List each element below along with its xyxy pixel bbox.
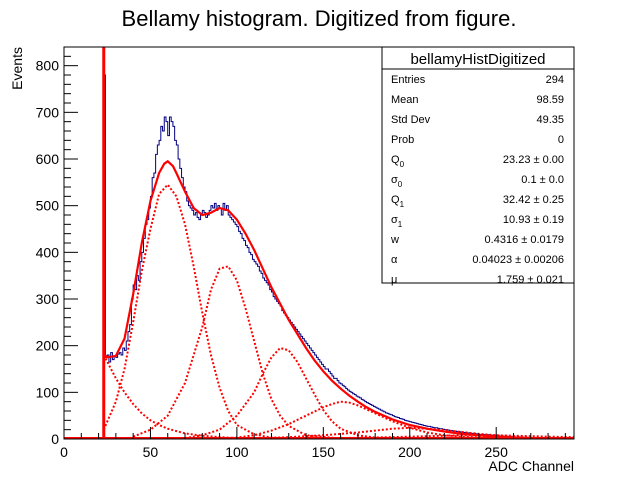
x-axis: 0 50 100 150 200 250 [60,427,566,460]
stats-row-label: Prob [391,134,414,146]
stats-row-value: 98.59 [536,94,564,106]
stats-box: bellamyHistDigitized Entries 294 Mean 98.59… [381,46,575,286]
fit-component-curve-3 [132,265,574,439]
y-tick-label: 300 [36,291,60,307]
fit-component-curve-1 [102,354,574,439]
y-tick-label: 800 [36,58,60,74]
stats-row-value: 0.04023 ± 0.00206 [472,254,564,266]
stats-row-label: w [390,234,399,246]
x-tick-label: 200 [398,444,422,460]
stats-row-value: 0.4316 ± 0.0179 [485,234,564,246]
stats-row-value: 0.1 ± 0.0 [521,174,564,186]
x-tick-label: 250 [485,444,509,460]
y-tick-label: 0 [51,431,59,447]
x-axis-label: ADC Channel [488,458,574,474]
stats-row-value: 0 [558,134,564,146]
stats-row-value: 23.23 ± 0.00 [503,154,564,166]
chart-title: Bellamy histogram. Digitized from figure… [122,6,517,31]
fit-total-layer [64,47,574,439]
stats-box-frame [381,46,575,284]
stats-row-value: 294 [546,74,564,86]
y-tick-label: 600 [36,151,60,167]
histogram-layer [103,74,574,439]
fit-component-curve-2 [102,183,574,439]
stats-row-label: α [391,254,398,266]
x-tick-label: 100 [225,444,249,460]
y-axis-label: Events [9,47,25,90]
stats-row-label: μ [391,274,397,286]
stats-row-subscript: 1 [398,220,403,229]
stats-row-subscript: 0 [398,180,403,189]
y-tick-label: 200 [36,338,60,354]
stats-row-value: 1.759 ± 0.021 [497,274,564,286]
stats-row-value: 10.93 ± 0.19 [503,214,564,226]
histogram-outline [103,74,574,439]
stats-row-label: Entries [391,74,426,86]
x-tick-label: 50 [143,444,159,460]
y-tick-label: 400 [36,244,60,260]
stats-row-value: 49.35 [536,114,564,126]
stats-row-label: Std Dev [391,114,431,126]
x-tick-label: 0 [60,444,68,460]
stats-row-subscript: 0 [400,160,405,169]
y-tick-label: 100 [36,384,60,400]
y-tick-label: 700 [36,104,60,120]
stats-row-subscript: 1 [400,200,405,209]
stats-row-value: 32.42 ± 0.25 [503,194,564,206]
x-tick-label: 150 [312,444,336,460]
stats-row-label: σ0 [391,174,403,189]
fit-total-curve [102,47,574,439]
stats-row-label: Mean [391,94,419,106]
stats-box-title: bellamyHistDigitized [410,51,545,68]
y-tick-label: 500 [36,198,60,214]
y-axis: 0 100 200 300 400 500 600 700 800 [36,46,78,447]
stats-row-label: σ1 [391,214,403,229]
